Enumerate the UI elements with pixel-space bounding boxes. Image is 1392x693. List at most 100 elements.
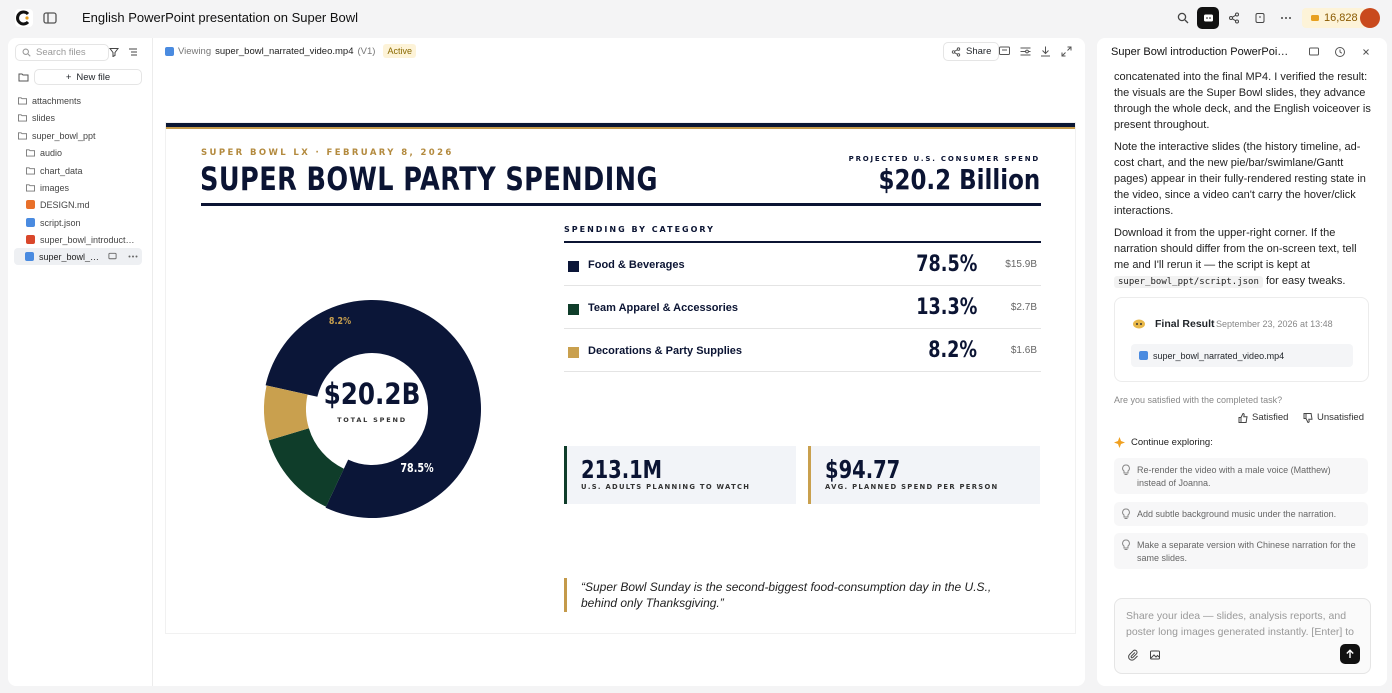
donut-slice-food xyxy=(265,300,481,518)
paperclip-icon[interactable] xyxy=(1127,649,1139,661)
category-percent: 13.3% xyxy=(915,295,977,320)
category-row: Food & Beverages 78.5% $15.9B xyxy=(564,243,1041,286)
donut-slice-apparel xyxy=(268,428,344,507)
donut-label-food: 78.5% xyxy=(400,461,433,475)
satisfied-label: Satisfied xyxy=(1252,412,1289,423)
send-button[interactable] xyxy=(1340,644,1360,664)
filter-icon[interactable] xyxy=(107,45,121,59)
top-bar: English PowerPoint presentation on Super… xyxy=(0,0,1392,36)
comment-icon[interactable] xyxy=(108,252,117,261)
donut-chart: $20.2B TOTAL SPEND 78.5% 8.2% xyxy=(264,300,481,518)
new-file-button[interactable]: + New file xyxy=(34,69,142,85)
image-upload-icon[interactable] xyxy=(1149,649,1161,661)
assistant-message: concatenated into the final MP4. I verif… xyxy=(1114,69,1372,296)
category-percent: 8.2% xyxy=(928,338,977,363)
suggestion-item[interactable]: Re-render the video with a male voice (M… xyxy=(1114,458,1368,494)
fullscreen-icon[interactable] xyxy=(1060,45,1073,58)
categories-rule xyxy=(564,241,1041,243)
search-placeholder: Search files xyxy=(36,47,86,58)
lightbulb-icon xyxy=(1122,508,1130,519)
settings-sliders-icon[interactable] xyxy=(1019,45,1032,58)
stat-value: $94.77 xyxy=(825,455,901,484)
file-tree-panel: Search files + New file attachments slid… xyxy=(8,38,152,686)
folder-icon xyxy=(18,114,27,122)
suggestion-item[interactable]: Make a separate version with Chinese nar… xyxy=(1114,533,1368,569)
category-amount: $2.7B xyxy=(1010,302,1037,313)
tree-item-label: attachments xyxy=(32,95,82,106)
unsatisfied-label: Unsatisfied xyxy=(1317,412,1364,423)
unsatisfied-button[interactable]: Unsatisfied xyxy=(1303,412,1364,423)
slide-top-bar xyxy=(166,123,1075,129)
history-icon[interactable] xyxy=(1334,46,1346,58)
share-label: Share xyxy=(966,46,992,57)
tree-item-super-bowl-ppt[interactable]: super_bowl_ppt xyxy=(18,127,96,144)
folder-icon[interactable] xyxy=(16,70,30,84)
categories-heading: SPENDING BY CATEGORY xyxy=(564,225,715,234)
category-amount: $15.9B xyxy=(1005,259,1037,270)
donut-slice-decorations xyxy=(264,385,309,441)
chat-panel: Super Bowl introduction PowerPoi… concat… xyxy=(1097,38,1387,686)
category-swatch xyxy=(568,347,579,358)
share-icon xyxy=(951,46,961,57)
sparkle-icon xyxy=(1114,437,1125,448)
projected-spend-label: PROJECTED U.S. CONSUMER SPEND xyxy=(848,155,1040,163)
arrow-up-icon xyxy=(1346,649,1354,658)
close-icon[interactable] xyxy=(1360,46,1372,58)
result-file-link[interactable]: super_bowl_narrated_video.mp4 xyxy=(1131,344,1353,367)
comment-icon[interactable] xyxy=(1308,46,1320,58)
folder-icon xyxy=(26,167,35,175)
list-view-icon[interactable] xyxy=(126,45,140,59)
category-row: Decorations & Party Supplies 8.2% $1.6B xyxy=(564,329,1041,372)
comment-icon[interactable] xyxy=(998,45,1011,58)
category-percent: 78.5% xyxy=(915,252,977,277)
more-icon[interactable] xyxy=(128,255,138,258)
viewer-header: Viewing super_bowl_narrated_video.mp4 (V… xyxy=(165,44,416,58)
search-input[interactable]: Search files xyxy=(15,44,109,61)
donut-label-decorations: 8.2% xyxy=(329,316,351,327)
tree-item-design-md[interactable]: DESIGN.md xyxy=(26,196,90,213)
tree-item-attachments[interactable]: attachments xyxy=(18,92,81,109)
tree-item-slides[interactable]: slides xyxy=(18,109,55,126)
stat-label: AVG. PLANNED SPEND PER PERSON xyxy=(825,483,999,491)
tree-item-script-json[interactable]: script.json xyxy=(26,214,81,231)
message-paragraph: Download it from the upper-right corner.… xyxy=(1114,225,1372,290)
chat-input[interactable]: Share your idea — slides, analysis repor… xyxy=(1114,598,1371,674)
plus-icon: + xyxy=(65,71,72,83)
suggestion-item[interactable]: Add subtle background music under the na… xyxy=(1114,502,1368,526)
tree-item-label: super_bowl_… xyxy=(39,251,100,262)
search-icon[interactable] xyxy=(1174,9,1192,27)
result-file-name: super_bowl_narrated_video.mp4 xyxy=(1153,350,1285,361)
sidebar-toggle-icon[interactable] xyxy=(42,10,58,26)
tree-item-images[interactable]: images xyxy=(26,179,69,196)
continue-exploring: Continue exploring: xyxy=(1114,437,1213,448)
projected-spend-value: $20.2 Billion xyxy=(878,163,1040,196)
download-icon[interactable] xyxy=(1039,45,1052,58)
viewer-panel: Viewing super_bowl_narrated_video.mp4 (V… xyxy=(152,38,1085,686)
satisfied-button[interactable]: Satisfied xyxy=(1238,412,1288,423)
continue-label: Continue exploring: xyxy=(1131,437,1213,448)
chat-icon[interactable] xyxy=(1197,7,1219,29)
avatar[interactable] xyxy=(1360,8,1380,28)
tree-item-label: audio xyxy=(40,147,63,158)
coin-icon xyxy=(1311,15,1319,21)
more-icon[interactable] xyxy=(1277,9,1295,27)
credits-badge[interactable]: 16,828 xyxy=(1302,8,1366,28)
suggestion-text: Add subtle background music under the na… xyxy=(1137,509,1337,519)
bookmark-icon[interactable] xyxy=(1251,9,1269,27)
video-file-icon xyxy=(1139,351,1148,360)
viewing-label: Viewing xyxy=(178,45,212,57)
tree-item-chart-data[interactable]: chart_data xyxy=(26,162,83,179)
tree-item-mp4[interactable]: super_bowl_… xyxy=(14,248,142,265)
viewer-version: (V1) xyxy=(357,45,376,57)
category-row: Team Apparel & Accessories 13.3% $2.7B xyxy=(564,286,1041,329)
suggestion-text: Make a separate version with Chinese nar… xyxy=(1137,540,1356,563)
tree-item-audio[interactable]: audio xyxy=(26,144,62,161)
thumbs-down-icon xyxy=(1303,412,1313,423)
share-icon[interactable] xyxy=(1225,9,1243,27)
result-title: Final Result xyxy=(1155,318,1215,330)
new-file-label: New file xyxy=(76,71,111,83)
tree-item-label: images xyxy=(40,182,70,193)
share-button[interactable]: Share xyxy=(943,42,1000,61)
tree-item-pptx[interactable]: super_bowl_introduct… xyxy=(26,231,135,248)
app-logo-icon[interactable] xyxy=(15,9,33,27)
